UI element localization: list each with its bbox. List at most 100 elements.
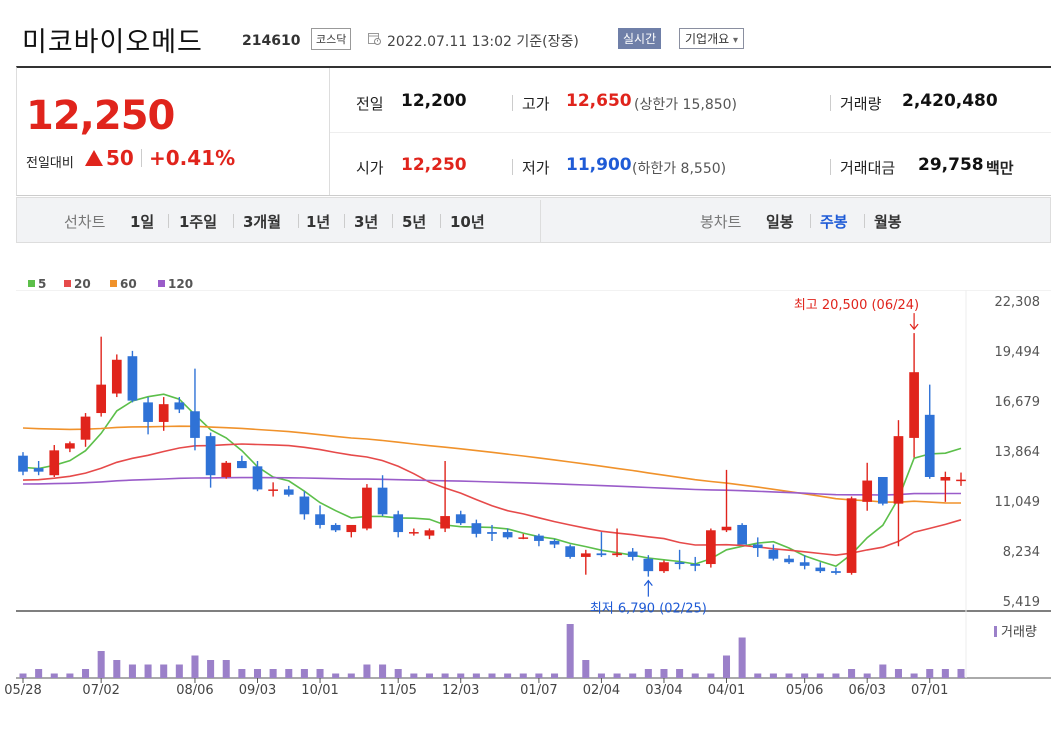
volume-bar <box>128 664 136 678</box>
period-bar <box>16 197 1051 243</box>
candle-body <box>471 523 482 534</box>
candle-body <box>565 546 576 557</box>
realtime-button[interactable]: 실시간 <box>618 28 662 49</box>
candlestick-chart[interactable]: 거래량 22,308 19,494 16,679 13,864 11,049 8,234 5… <box>0 290 1051 710</box>
volume-legend-label: 거래량 <box>1001 625 1037 640</box>
period-5y[interactable]: 5년 <box>402 213 427 231</box>
legend-swatch-ma120 <box>158 280 165 287</box>
ma-line-60 <box>22 425 962 504</box>
candle-weekly[interactable]: 주봉 <box>820 213 848 231</box>
volume-bar <box>582 660 590 678</box>
candle-body <box>18 455 28 472</box>
volume-legend-swatch <box>994 626 997 637</box>
candle-body <box>487 532 497 534</box>
x-tick-label: 05/28 <box>4 683 41 698</box>
candle-body <box>534 535 544 541</box>
trade-value-unit: 백만 <box>986 159 1014 177</box>
volume-bar <box>613 673 621 678</box>
change-label: 전일대비 <box>26 156 74 171</box>
candle-body <box>96 384 107 414</box>
candle-body <box>706 530 716 565</box>
candle-body <box>502 532 513 538</box>
volume-bar <box>175 664 183 678</box>
divider <box>233 214 234 228</box>
candle-body <box>65 443 75 449</box>
candle-body <box>393 514 404 533</box>
candle-body <box>80 416 91 440</box>
x-tick-label: 01/07 <box>520 683 557 698</box>
candle-body <box>283 489 294 495</box>
candle-body <box>237 461 247 469</box>
volume-bar <box>66 673 74 678</box>
x-tick-label: 07/01 <box>911 683 948 698</box>
candle-body <box>831 571 841 573</box>
candle-body <box>627 551 638 557</box>
high-label: 고가 <box>522 95 550 113</box>
volume-bar <box>926 669 934 678</box>
candle-body <box>862 480 873 502</box>
x-tick-label: 06/03 <box>848 683 885 698</box>
volume-bar <box>644 669 652 678</box>
volume-bar <box>269 669 277 678</box>
volume-bar <box>707 673 715 678</box>
arrow-down-icon <box>909 323 919 331</box>
candle-daily[interactable]: 일봉 <box>766 213 794 231</box>
candle-chart-label: 봉차트 <box>700 213 742 231</box>
volume-bar <box>691 673 699 678</box>
y-tick-label: 16,679 <box>995 395 1041 410</box>
ma-line-120 <box>22 476 961 496</box>
x-tick-label: 08/06 <box>176 683 213 698</box>
volume-bar <box>957 669 965 678</box>
candle-body <box>956 479 966 482</box>
volume-bar <box>332 673 340 678</box>
candle-monthly[interactable]: 월봉 <box>874 213 902 231</box>
candle-body <box>158 404 169 422</box>
volume-bar <box>535 673 543 678</box>
candle-body <box>174 402 185 410</box>
open-value: 12,250 <box>401 155 467 175</box>
period-3m[interactable]: 3개월 <box>243 213 282 231</box>
x-tick-label: 03/04 <box>645 683 682 698</box>
divider <box>830 95 831 111</box>
divider <box>329 68 330 195</box>
candle-body <box>268 489 278 491</box>
candle-body <box>799 562 810 566</box>
candle-body <box>205 436 216 476</box>
company-overview-dropdown[interactable]: 기업개요 ▾ <box>679 28 745 49</box>
volume-bar <box>676 669 684 678</box>
period-3y[interactable]: 3년 <box>354 213 379 231</box>
volume-bar <box>410 673 418 678</box>
change-value: 50 <box>106 146 134 170</box>
volume-bar <box>207 660 215 678</box>
timestamp: 2022.07.11 13:02 기준(장중) <box>387 34 579 50</box>
candle-body <box>330 524 341 531</box>
volume-label: 거래량 <box>840 95 882 113</box>
x-tick-label: 11/05 <box>379 683 416 698</box>
legend-swatch-ma20 <box>64 280 71 287</box>
period-1d[interactable]: 1일 <box>130 213 155 231</box>
company-overview-label: 기업개요 <box>685 32 730 46</box>
candle-body <box>893 436 904 504</box>
y-tick-label: 11,049 <box>995 495 1041 510</box>
volume-bar <box>519 673 527 678</box>
candle-body <box>190 411 200 438</box>
candle-body <box>440 516 450 529</box>
legend-ma120: 120 <box>168 277 194 291</box>
volume-bar <box>441 673 449 678</box>
stock-code: 214610 <box>242 33 301 49</box>
change-percent: +0.41% <box>149 146 236 170</box>
ma-line-20 <box>22 443 962 557</box>
trade-value-label: 거래대금 <box>840 159 896 177</box>
period-1w[interactable]: 1주일 <box>179 213 218 231</box>
volume-bar <box>379 664 387 678</box>
low-label: 저가 <box>522 159 550 177</box>
period-10y[interactable]: 10년 <box>450 213 485 231</box>
candle-body <box>940 476 951 481</box>
legend-swatch-ma5 <box>28 280 35 287</box>
volume-bar <box>82 669 90 678</box>
candle-body <box>909 372 919 438</box>
period-1y[interactable]: 1년 <box>306 213 331 231</box>
candle-body <box>143 402 153 422</box>
volume-bar <box>347 673 355 678</box>
divider <box>512 95 513 111</box>
